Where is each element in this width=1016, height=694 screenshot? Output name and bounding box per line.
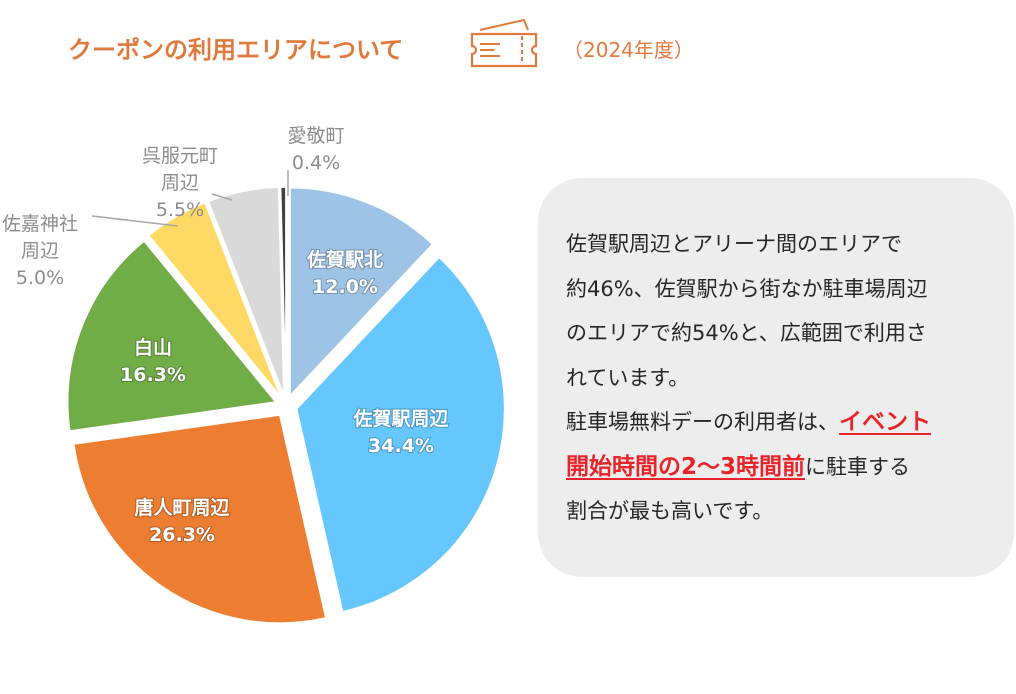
pie-slice-sagaeki-kita bbox=[289, 187, 434, 398]
note-box: 佐賀駅周辺とアリーナ間のエリアで 約46%、佐賀駅から街なか駐車場周辺 のエリア… bbox=[538, 178, 1014, 577]
pie-slice-aikeimachi bbox=[279, 186, 287, 396]
note-line: 駐車場無料デーの利用者は、イベント bbox=[566, 400, 1002, 445]
highlight-text: イベント bbox=[839, 409, 931, 435]
note-line: 割合が最も高いです。 bbox=[566, 499, 774, 523]
pie-slice-gofukumotomachi bbox=[207, 186, 285, 396]
pie-label-hakusan: 白山 16.3% bbox=[120, 336, 186, 386]
pie-slice-tojinmachi bbox=[72, 414, 327, 624]
page-title: クーポンの利用エリアについて bbox=[68, 36, 404, 64]
note-line: のエリアで約54%と、広範囲で利用さ bbox=[566, 321, 927, 345]
pie-label-aikeimachi: 愛敬町 0.4% bbox=[287, 125, 344, 174]
note-text-span: に駐車する bbox=[805, 454, 911, 479]
pie-slice-sagaeki-shuhen bbox=[295, 256, 506, 613]
leader-line-sagajinja bbox=[91, 215, 179, 227]
leader-line-gofukumotomachi bbox=[211, 193, 233, 201]
note-line: 約46%、佐賀駅から街なか駐車場周辺 bbox=[566, 276, 928, 301]
pie-label-tojinmachi: 唐人町周辺 26.3% bbox=[134, 496, 229, 546]
note-line: れています。 bbox=[566, 365, 690, 390]
note-text-span: 駐車場無料デーの利用者は、 bbox=[566, 410, 839, 434]
note-line: 開始時間の2～3時間前に駐車する bbox=[566, 445, 1002, 490]
ticket-icon bbox=[470, 18, 538, 68]
pie-slice-sagajinja bbox=[147, 201, 282, 397]
pie-label-sagajinja: 佐嘉神社周辺 5.0% bbox=[2, 213, 78, 289]
fiscal-year: （2024年度） bbox=[563, 38, 694, 62]
pie-slice-hakusan bbox=[67, 239, 278, 432]
pie-chart: 佐賀駅北 12.0% 佐賀駅周辺 34.4% 唐人町周辺 26.3% 白山 16.3% 佐嘉神社… bbox=[2, 125, 506, 624]
highlight-text: 開始時間の2～3時間前 bbox=[566, 453, 806, 480]
note-text: 佐賀駅周辺とアリーナ間のエリアで 約46%、佐賀駅から街なか駐車場周辺 のエリア… bbox=[566, 222, 1002, 534]
note-line: 佐賀駅周辺とアリーナ間のエリアで bbox=[566, 232, 902, 256]
pie-label-sagaeki-shuhen: 佐賀駅周辺 34.4% bbox=[352, 407, 448, 457]
pie-label-sagaeki-kita: 佐賀駅北 12.0% bbox=[306, 248, 383, 298]
pie-label-gofukumotomachi: 呉服元町周辺 5.5% bbox=[142, 145, 218, 221]
